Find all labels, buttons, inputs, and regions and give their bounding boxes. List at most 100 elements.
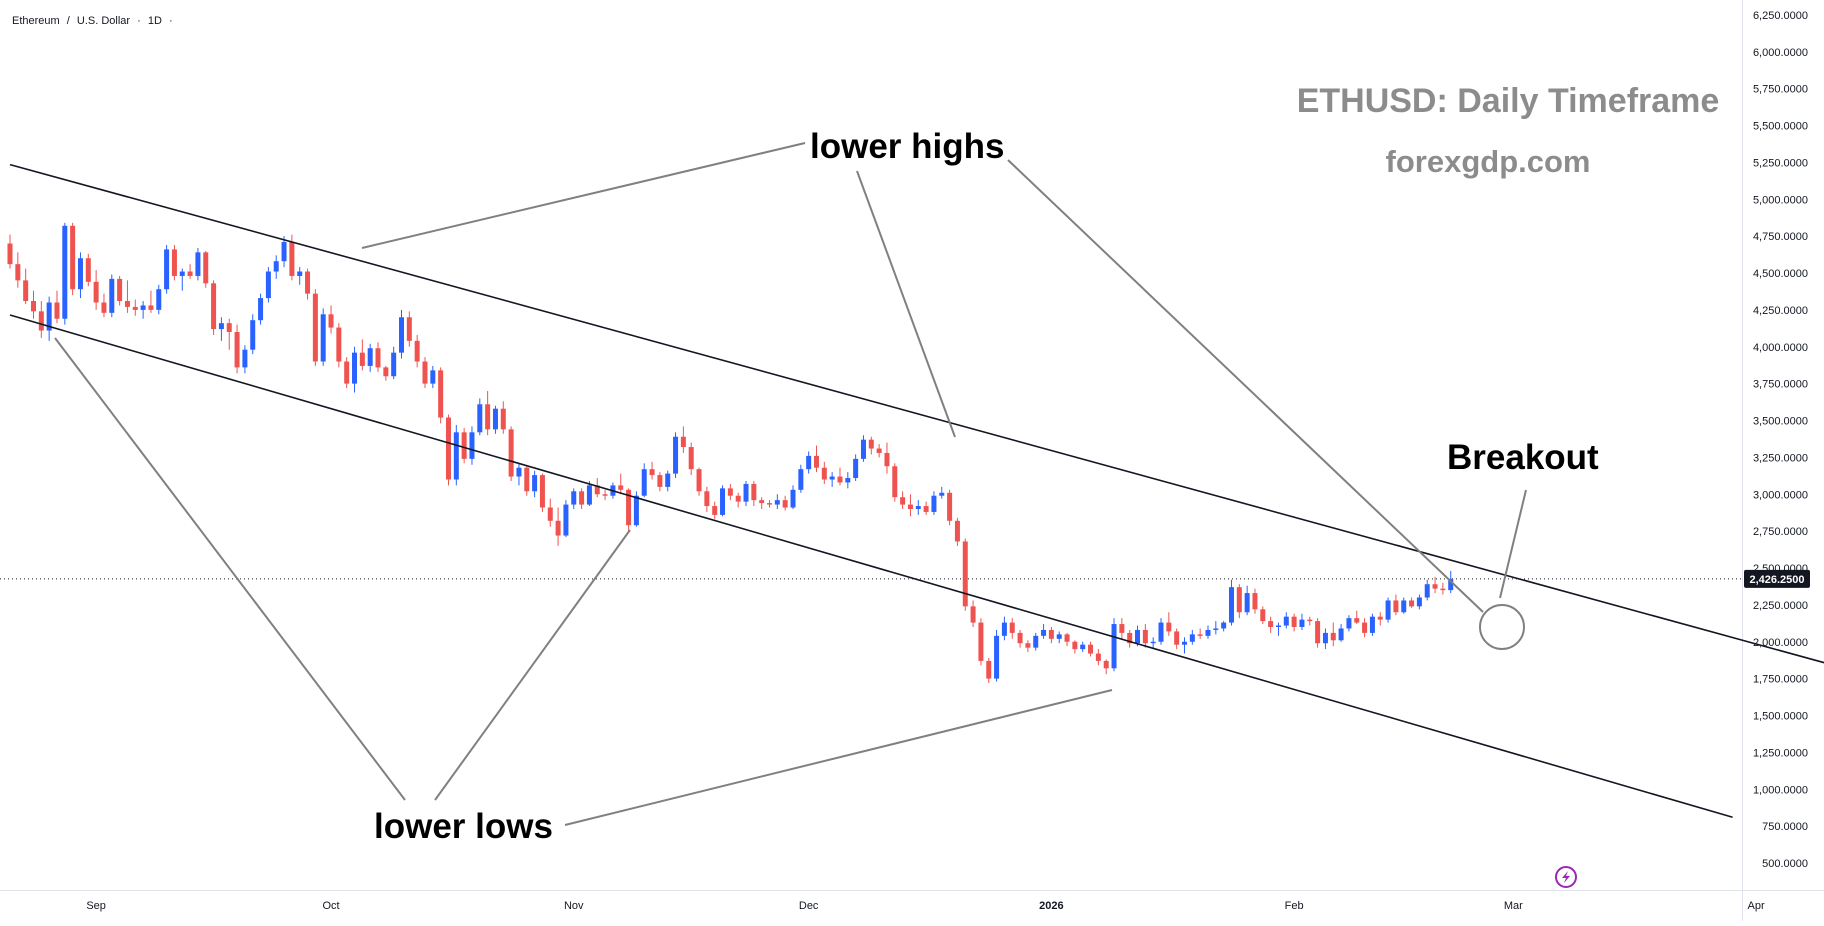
price-tick-label: 1,250.0000 [1753,747,1808,759]
candle-body [845,478,851,483]
candle-body [320,314,326,362]
candle [430,365,436,389]
candle [171,244,177,281]
candle [1299,613,1305,630]
candle [281,236,287,268]
candle [1017,629,1023,648]
candle [892,463,898,502]
candle [1033,632,1039,651]
candle [391,346,397,380]
candle [1025,640,1031,653]
candle-body [720,488,726,515]
candle [1346,615,1352,632]
candle-body [485,404,491,430]
candle-body [352,352,358,384]
channel-trendline [9,163,1824,664]
candle-body [7,243,13,265]
candle [265,267,271,303]
candle-body [273,261,279,272]
candle-body [218,323,224,330]
candle-body [892,466,898,498]
candle-body [383,367,389,377]
breakout-circle [1479,604,1525,650]
candle-body [1033,635,1039,648]
candle [876,444,882,458]
candle [1080,641,1086,653]
candle-body [1064,634,1070,642]
candle-body [258,298,264,321]
candle-body [579,491,585,505]
price-axis[interactable]: 500.0000 750.0000 1,000.0000 1,250.0000 1,50… [1753,10,1808,870]
lightning-icon[interactable] [1555,866,1577,888]
header-separator-1: / [67,15,71,27]
candle-body [1252,593,1258,610]
watermark-title: ETHUSD: Daily Timeframe [1297,82,1720,120]
candle-body [85,258,91,282]
candle-body [430,370,436,384]
candle-body [1205,629,1211,636]
candle-body [1268,621,1274,627]
candle [1377,612,1383,626]
candle-body [962,541,968,607]
candle [594,478,600,498]
candle-body [563,504,569,536]
candle-body [1291,616,1297,627]
candle-body [532,475,538,492]
candle [1056,631,1062,644]
time-tick-label: Oct [322,900,339,912]
candle-body [1041,629,1047,636]
time-axis[interactable]: SepOctNovDec2026FebMarAprMay [86,900,1824,912]
candle-body [211,283,217,330]
candle-body [132,306,138,310]
last-price-tag: 2,426.2500 [1744,569,1810,588]
candle [1338,624,1344,642]
candle [492,405,498,434]
symbol-name: Ethereum [12,15,60,27]
candle-body [774,500,780,505]
candle [837,467,843,486]
candle-body [30,301,36,312]
candle-body [876,448,882,453]
candle-body [46,302,52,331]
price-tick-label: 6,000.0000 [1753,47,1808,59]
candle [140,301,146,319]
candle [954,517,960,546]
candle [195,247,201,281]
candle [1275,622,1281,636]
candle-body [1095,653,1101,661]
candle-body [1127,632,1133,644]
candle [923,501,929,515]
candle-body [445,417,451,480]
trendlines [9,163,1824,819]
candle [445,414,451,486]
candle-body [813,455,819,468]
candle [1315,618,1321,648]
candle-body [54,302,60,319]
candle [900,491,906,509]
pointer-lower-high-1 [361,142,806,249]
candle [1354,610,1360,625]
candle-body [688,447,694,470]
candle [312,289,318,366]
candle [250,314,256,355]
candle [30,290,36,319]
candle-body [1244,593,1250,613]
candle [860,435,866,462]
candle-body [900,497,906,505]
candle-body [986,660,992,679]
pointer-lower-high-2 [856,170,956,438]
candle [939,486,945,499]
candle [1174,628,1180,650]
candle [1393,594,1399,616]
candle-body [453,432,459,480]
candle-body [1346,618,1352,629]
candle-body [1385,600,1391,620]
candle-body [164,249,170,290]
candle-body [586,485,592,505]
candle-body [1409,600,1415,607]
candle-body [1213,628,1219,630]
candle [1182,637,1187,654]
candle [665,470,671,492]
